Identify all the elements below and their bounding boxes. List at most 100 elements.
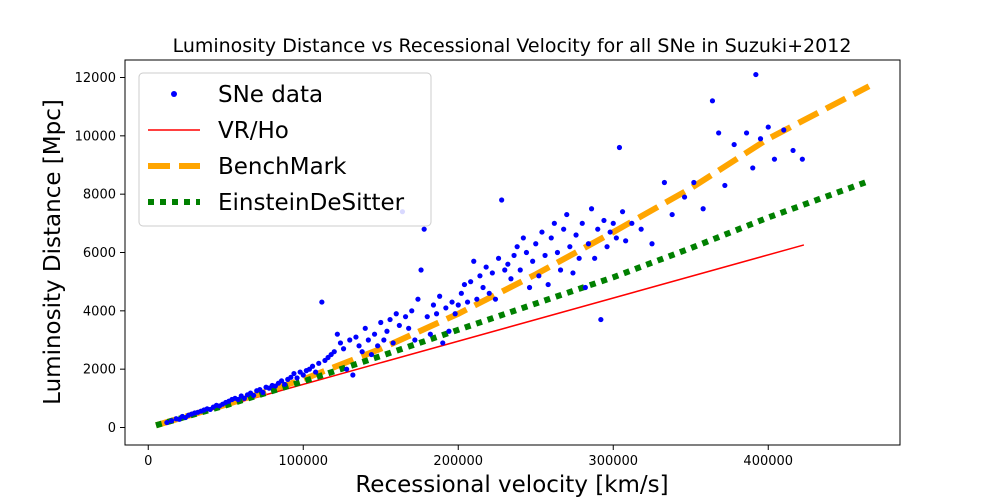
data-point [607,229,613,235]
x-axis-label: Recessional velocity [km/s] [355,472,668,498]
x-tick-label: 200000 [433,454,483,469]
data-point [340,346,347,352]
data-point [449,299,455,305]
data-point [489,270,495,276]
data-point [765,124,771,130]
x-tick-label: 300000 [588,454,638,469]
data-point [629,220,635,226]
y-axis-label: Luminosity Distance [Mpc] [40,99,66,405]
data-point [623,238,629,244]
data-point [371,331,378,337]
data-point [536,273,542,279]
data-point [576,255,582,261]
chart-title: Luminosity Distance vs Recessional Veloc… [173,35,852,57]
data-point [539,229,545,235]
data-point [573,232,579,238]
x-tick-label: 100000 [278,454,328,469]
data-point [619,209,626,215]
data-point [502,267,508,273]
data-point [282,381,288,387]
data-point [638,226,644,232]
data-point [316,360,322,366]
data-point [613,235,619,241]
data-point [378,319,384,326]
y-tick-label: 8000 [83,188,116,203]
data-point [610,220,616,226]
data-point [669,211,675,218]
legend-label-sne-data: SNe data [218,82,323,108]
data-point [288,374,294,380]
data-point [458,290,464,296]
data-point [511,252,517,259]
data-point [483,264,489,270]
data-point [691,179,697,186]
data-point [753,71,759,78]
legend-marker-sne-data [171,91,177,97]
data-point [235,396,241,403]
data-point [781,127,787,133]
data-point [443,305,449,311]
data-point [393,311,399,317]
data-point [592,255,598,261]
data-point [433,311,440,317]
data-point [455,302,461,308]
data-point [604,244,610,250]
data-point [545,281,551,288]
data-point [362,325,368,331]
plot-area [155,71,871,429]
data-point [412,337,418,343]
data-point [334,331,340,337]
data-point [517,267,523,273]
data-point [750,165,756,171]
data-point [557,267,564,273]
data-point [337,340,344,346]
data-point [471,258,477,264]
data-point [241,395,247,401]
data-point [480,284,486,291]
data-point [368,351,375,358]
data-point [561,226,567,232]
data-point [260,389,266,396]
data-point [409,308,415,314]
data-point [440,340,446,346]
data-point [799,156,805,162]
data-point [520,235,526,241]
x-tick-label: 400000 [743,454,793,469]
data-point [278,378,285,384]
data-point [567,244,573,250]
data-point [418,267,424,273]
data-point [461,281,468,288]
data-point [356,343,362,349]
data-point [790,147,796,154]
data-point [477,273,483,279]
data-point [446,328,452,334]
data-point [499,197,505,203]
data-point [601,217,607,224]
data-point [514,244,520,250]
data-point [757,136,764,142]
data-point [168,418,175,424]
data-point [294,375,300,381]
data-point [415,296,421,302]
data-point [251,392,257,399]
data-point [709,98,716,104]
data-point [526,284,533,291]
data-point [579,220,585,226]
y-tick-label: 6000 [83,246,116,261]
data-point [771,156,778,162]
data-point [319,299,325,305]
data-point [681,194,688,200]
data-point [743,130,750,136]
data-point [700,206,706,212]
data-point [722,182,728,189]
data-point [716,130,722,136]
data-point [585,241,592,247]
y-axis: 0 2000 4000 6000 8000 10000 12000 [75,71,125,436]
data-point [582,284,588,291]
data-point [731,141,737,148]
data-point [350,372,356,378]
data-point [344,366,350,372]
data-point [616,144,623,151]
data-point [564,211,570,218]
data-point [359,349,365,355]
